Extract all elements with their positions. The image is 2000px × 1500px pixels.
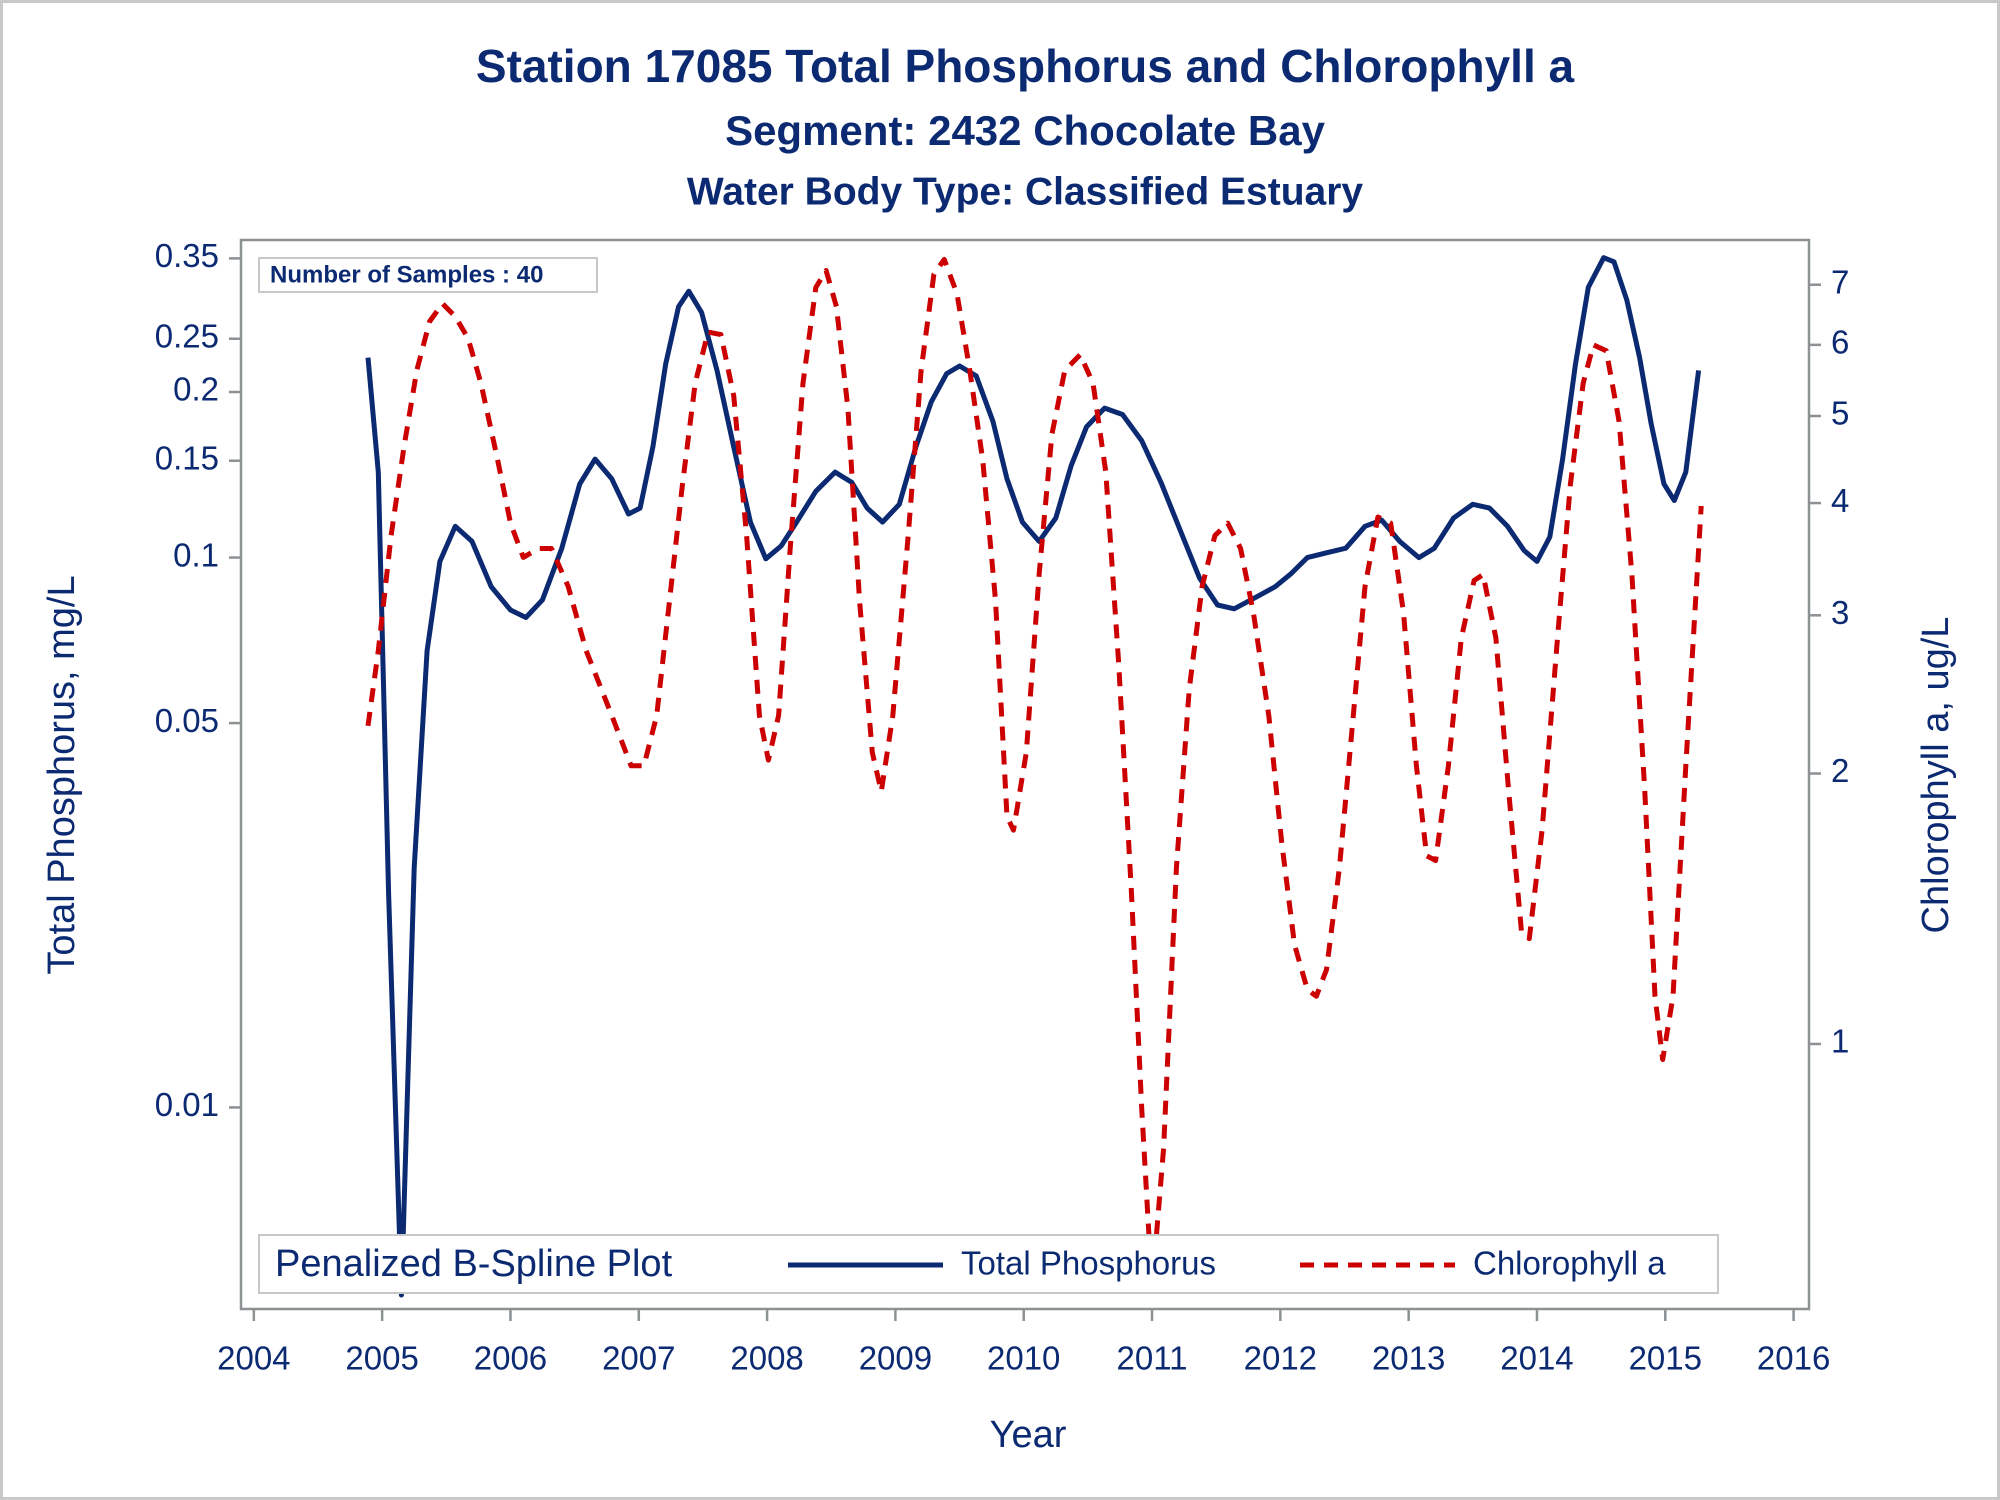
x-tick-label: 2012 — [1244, 1340, 1317, 1377]
chart-title: Station 17085 Total Phosphorus and Chlor… — [476, 40, 1575, 92]
legend-title: Penalized B-Spline Plot — [275, 1243, 673, 1285]
annotation-box — [258, 257, 598, 293]
y2-tick-label: 2 — [1831, 752, 1849, 789]
legend-box — [258, 1234, 1719, 1294]
y2-tick-label: 6 — [1831, 324, 1849, 361]
x-tick-label: 2009 — [859, 1340, 932, 1377]
data-line — [365, 255, 1702, 1298]
y-tick-label: 0.05 — [155, 702, 219, 739]
x-tick-label: 2016 — [1757, 1340, 1830, 1377]
x-tick-label: 2014 — [1500, 1340, 1573, 1377]
y2-tick-label: 7 — [1831, 263, 1849, 300]
x-tick-label: 2007 — [602, 1340, 675, 1377]
data-line — [365, 256, 1704, 1292]
y-tick-label: 0.15 — [155, 439, 219, 476]
y-tick-label: 0.01 — [155, 1086, 219, 1123]
y-tick-label: 0.2 — [173, 371, 219, 408]
x-tick-label: 2011 — [1117, 1340, 1188, 1377]
annotation: Number of Samples : 40 — [270, 261, 543, 288]
x-tick-label: 2004 — [217, 1340, 290, 1377]
y-tick-label: 0.25 — [155, 317, 219, 354]
y2-tick-label: 4 — [1831, 482, 1849, 519]
x-tick-label: 2010 — [987, 1340, 1060, 1377]
y2-axis-label: Chlorophyll a, ug/L — [1915, 617, 1957, 934]
chart-subtitle: Water Body Type: Classified Estuary — [687, 170, 1363, 213]
chart-subtitle: Segment: 2432 Chocolate Bay — [725, 107, 1326, 154]
y2-tick-label: 1 — [1831, 1023, 1849, 1060]
x-tick-label: 2008 — [730, 1340, 803, 1377]
x-tick-label: 2015 — [1629, 1340, 1702, 1377]
y2-tick-label: 3 — [1831, 594, 1849, 631]
y-tick-label: 0.35 — [155, 237, 219, 274]
y-axis-label: Total Phosphorus, mg/L — [41, 575, 83, 974]
x-tick-label: 2013 — [1372, 1340, 1445, 1377]
x-tick-label: 2005 — [345, 1340, 418, 1377]
y2-tick-label: 5 — [1831, 395, 1849, 432]
y-tick-label: 0.1 — [173, 536, 219, 573]
legend-label: Chlorophyll a — [1473, 1245, 1666, 1282]
x-axis-label: Year — [990, 1414, 1067, 1456]
legend-label: Total Phosphorus — [961, 1245, 1216, 1282]
x-tick-label: 2006 — [474, 1340, 547, 1377]
